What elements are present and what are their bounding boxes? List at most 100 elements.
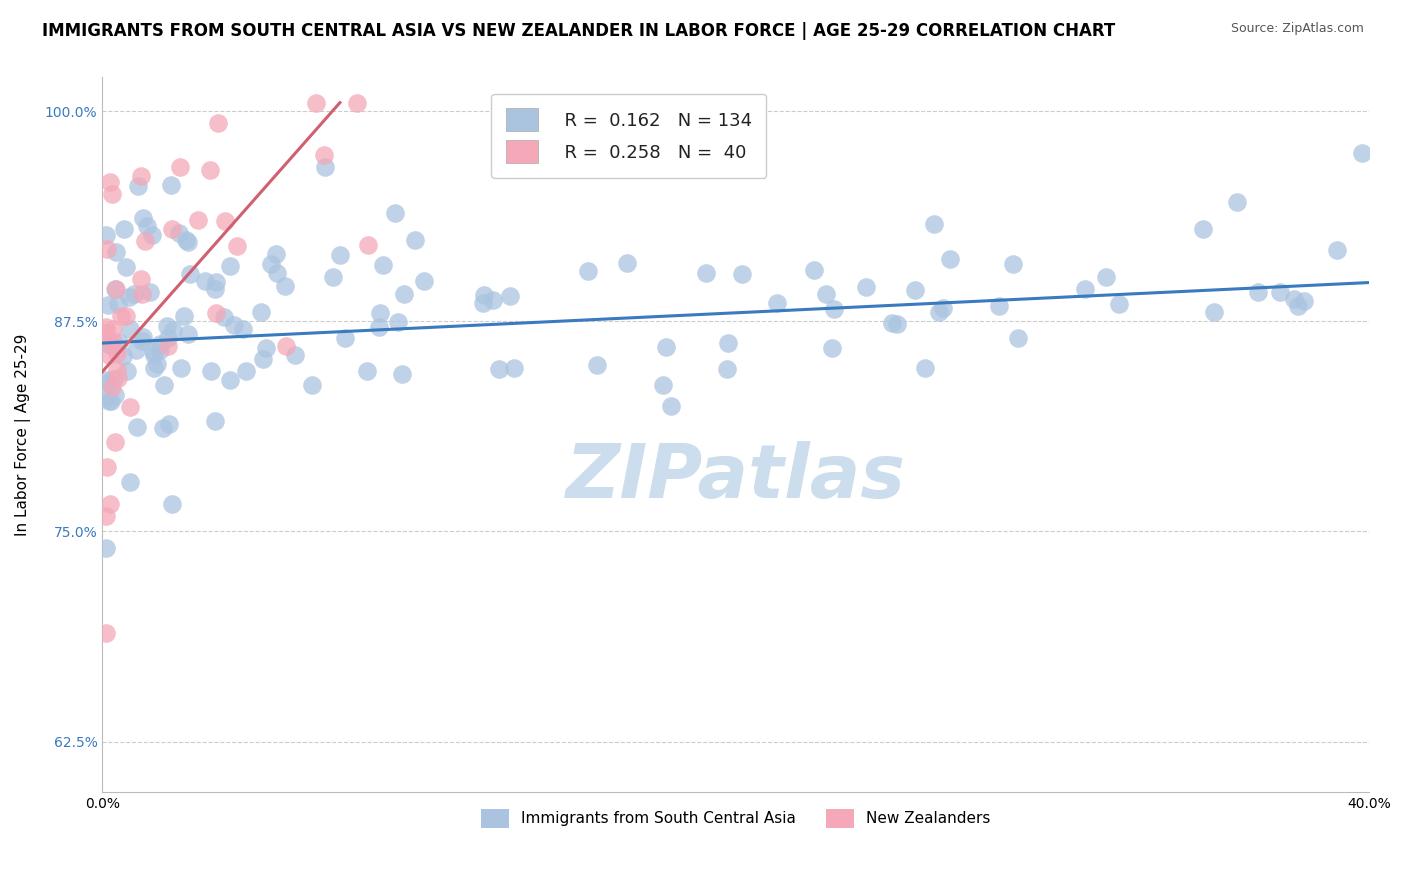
- Point: [100, 393, 122, 408]
- Point: [159, 178, 181, 192]
- Point: [104, 435, 127, 450]
- Point: [104, 388, 127, 402]
- Point: [152, 377, 174, 392]
- Point: [101, 322, 124, 336]
- Point: [219, 259, 242, 273]
- Point: [141, 228, 163, 243]
- Point: [107, 297, 129, 311]
- Point: [232, 322, 254, 336]
- Point: [122, 287, 145, 301]
- Point: [1108, 297, 1130, 311]
- Point: [274, 279, 297, 293]
- Point: [97, 394, 120, 409]
- Point: [204, 282, 226, 296]
- Point: [110, 309, 132, 323]
- Point: [368, 306, 391, 320]
- Point: [314, 148, 336, 162]
- Point: [1225, 194, 1247, 209]
- Point: [97, 298, 120, 312]
- Text: IMMIGRANTS FROM SOUTH CENTRAL ASIA VS NEW ZEALANDER IN LABOR FORCE | AGE 25-29 C: IMMIGRANTS FROM SOUTH CENTRAL ASIA VS NE…: [42, 22, 1115, 40]
- Point: [127, 178, 149, 193]
- Point: [179, 268, 201, 282]
- Point: [169, 160, 191, 174]
- Point: [156, 331, 179, 345]
- Point: [1282, 292, 1305, 306]
- Point: [472, 288, 495, 302]
- Point: [1074, 282, 1097, 296]
- Point: [472, 295, 495, 310]
- Point: [731, 267, 754, 281]
- Point: [373, 258, 395, 272]
- Point: [413, 274, 436, 288]
- Point: [101, 334, 124, 349]
- Point: [187, 213, 209, 227]
- Point: [96, 459, 118, 474]
- Point: [346, 95, 368, 110]
- Point: [132, 330, 155, 344]
- Point: [118, 475, 141, 489]
- Point: [105, 282, 128, 296]
- Point: [149, 337, 172, 351]
- Point: [304, 95, 326, 110]
- Point: [266, 247, 288, 261]
- Point: [100, 339, 122, 353]
- Point: [131, 287, 153, 301]
- Point: [94, 373, 117, 387]
- Point: [1202, 305, 1225, 319]
- Point: [105, 363, 128, 377]
- Point: [225, 239, 247, 253]
- Point: [170, 361, 193, 376]
- Point: [498, 289, 520, 303]
- Point: [924, 217, 946, 231]
- Point: [94, 509, 117, 524]
- Point: [1001, 256, 1024, 270]
- Point: [1192, 222, 1215, 236]
- Point: [392, 287, 415, 301]
- Point: [98, 175, 121, 189]
- Point: [115, 364, 138, 378]
- Point: [115, 260, 138, 274]
- Point: [488, 361, 510, 376]
- Point: [111, 349, 134, 363]
- Point: [101, 380, 124, 394]
- Point: [274, 339, 297, 353]
- Point: [200, 364, 222, 378]
- Point: [96, 332, 118, 346]
- Point: [654, 340, 676, 354]
- Point: [254, 341, 277, 355]
- Point: [616, 256, 638, 270]
- Point: [177, 235, 200, 249]
- Y-axis label: In Labor Force | Age 25-29: In Labor Force | Age 25-29: [15, 334, 31, 536]
- Point: [576, 263, 599, 277]
- Point: [214, 214, 236, 228]
- Point: [167, 226, 190, 240]
- Point: [357, 237, 380, 252]
- Point: [177, 327, 200, 342]
- Point: [129, 169, 152, 183]
- Point: [101, 186, 124, 201]
- Point: [1095, 270, 1118, 285]
- Point: [823, 302, 845, 317]
- Point: [112, 222, 135, 236]
- Point: [107, 371, 129, 385]
- Point: [135, 219, 157, 234]
- Point: [987, 299, 1010, 313]
- Point: [821, 341, 844, 355]
- Point: [94, 626, 117, 640]
- Point: [125, 343, 148, 357]
- Point: [162, 323, 184, 337]
- Point: [157, 339, 180, 353]
- Point: [94, 325, 117, 339]
- Point: [482, 293, 505, 308]
- Legend: Immigrants from South Central Asia, New Zealanders: Immigrants from South Central Asia, New …: [475, 803, 997, 834]
- Point: [266, 266, 288, 280]
- Point: [928, 305, 950, 319]
- Point: [104, 245, 127, 260]
- Point: [198, 162, 221, 177]
- Point: [659, 399, 682, 413]
- Point: [1007, 331, 1029, 345]
- Point: [160, 497, 183, 511]
- Point: [131, 334, 153, 348]
- Point: [104, 282, 127, 296]
- Point: [125, 420, 148, 434]
